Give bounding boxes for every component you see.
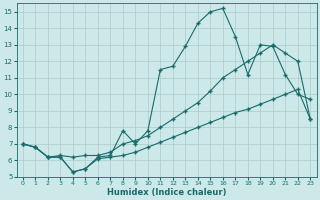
X-axis label: Humidex (Indice chaleur): Humidex (Indice chaleur) bbox=[107, 188, 226, 197]
